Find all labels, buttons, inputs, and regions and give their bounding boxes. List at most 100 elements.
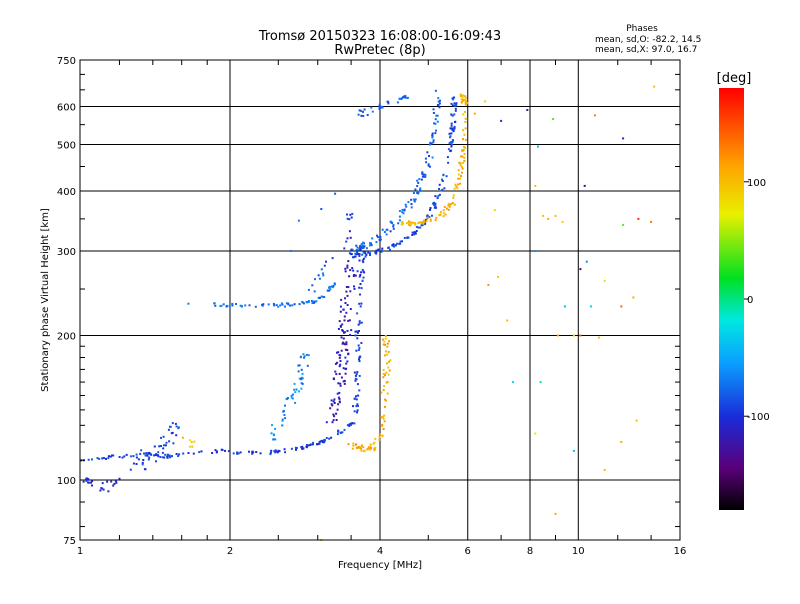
data-point: [313, 301, 316, 304]
data-point: [348, 423, 351, 426]
data-point: [101, 482, 104, 485]
data-point: [461, 149, 463, 152]
data-point: [360, 287, 363, 290]
data-point: [376, 234, 378, 237]
data-point: [96, 457, 99, 460]
data-point: [293, 382, 296, 385]
data-point: [343, 382, 346, 385]
data-point: [283, 448, 286, 451]
data-point: [360, 447, 363, 450]
data-point: [153, 445, 156, 448]
data-point: [301, 372, 304, 375]
data-point: [398, 219, 401, 222]
data-point: [111, 454, 114, 457]
data-point: [348, 252, 351, 255]
data-point: [360, 321, 363, 324]
data-point: [384, 354, 387, 357]
data-point: [333, 402, 336, 404]
data-point: [348, 230, 351, 233]
data-point: [227, 450, 230, 453]
data-point: [339, 310, 342, 313]
data-point: [169, 456, 172, 459]
data-point: [419, 187, 422, 190]
data-point: [343, 379, 346, 382]
data-point: [355, 405, 358, 408]
data-point: [146, 453, 149, 456]
data-point: [352, 269, 355, 272]
data-point: [459, 162, 462, 165]
data-point: [105, 457, 107, 460]
data-point: [433, 204, 436, 206]
data-point: [339, 363, 342, 366]
data-point: [464, 117, 467, 120]
data-point: [429, 165, 431, 168]
data-point: [346, 294, 349, 297]
data-point: [427, 163, 430, 166]
data-point: [461, 162, 464, 164]
data-point: [416, 179, 419, 182]
data-point: [462, 99, 465, 102]
data-point: [433, 122, 435, 125]
phases-title: Phases: [626, 24, 658, 34]
data-point: [141, 461, 144, 464]
data-point: [144, 454, 147, 457]
data-point: [290, 396, 293, 399]
data-point: [429, 141, 432, 144]
data-point: [349, 422, 352, 425]
data-point: [338, 356, 341, 359]
data-point: [401, 97, 404, 100]
data-point: [459, 177, 461, 180]
data-point: [443, 187, 446, 190]
data-point: [324, 439, 326, 442]
data-point: [464, 95, 467, 98]
data-point: [343, 428, 346, 431]
data-point: [434, 118, 437, 121]
data-point: [381, 416, 384, 419]
data-point: [441, 180, 444, 182]
data-point: [135, 463, 138, 465]
data-point: [401, 221, 404, 223]
data-point: [381, 228, 384, 231]
data-point: [351, 212, 354, 215]
data-point: [101, 457, 104, 460]
data-point: [164, 453, 167, 456]
data-point: [464, 96, 467, 99]
data-point: [424, 222, 427, 225]
data-point: [384, 343, 387, 346]
data-point: [653, 85, 656, 88]
data-point: [493, 209, 496, 212]
data-point: [177, 455, 180, 457]
data-point: [462, 145, 465, 148]
data-point: [572, 449, 575, 452]
data-point: [420, 224, 423, 227]
data-point: [357, 113, 360, 116]
data-point: [378, 105, 381, 107]
data-point: [346, 217, 349, 220]
data-point: [311, 284, 314, 287]
data-point: [357, 445, 360, 448]
data-point: [378, 436, 381, 439]
data-point: [389, 359, 392, 362]
data-point: [295, 448, 297, 451]
data-point: [188, 445, 191, 448]
data-point: [448, 142, 451, 145]
chart-subtitle: RwPretec (8p): [334, 43, 425, 58]
data-point: [428, 143, 431, 146]
data-point: [369, 443, 372, 446]
data-point: [369, 254, 371, 256]
data-point: [434, 205, 437, 208]
data-point: [168, 454, 171, 457]
data-point: [320, 295, 323, 298]
data-point: [349, 308, 352, 310]
data-point: [337, 403, 340, 406]
data-point: [362, 110, 364, 113]
data-point: [99, 489, 102, 492]
data-point: [450, 132, 453, 135]
data-point: [497, 275, 499, 278]
data-point: [356, 331, 359, 334]
data-point: [421, 172, 424, 175]
data-point: [434, 219, 437, 222]
data-point: [254, 305, 257, 308]
data-point: [442, 212, 445, 215]
x-tick-label: 8: [527, 546, 533, 557]
